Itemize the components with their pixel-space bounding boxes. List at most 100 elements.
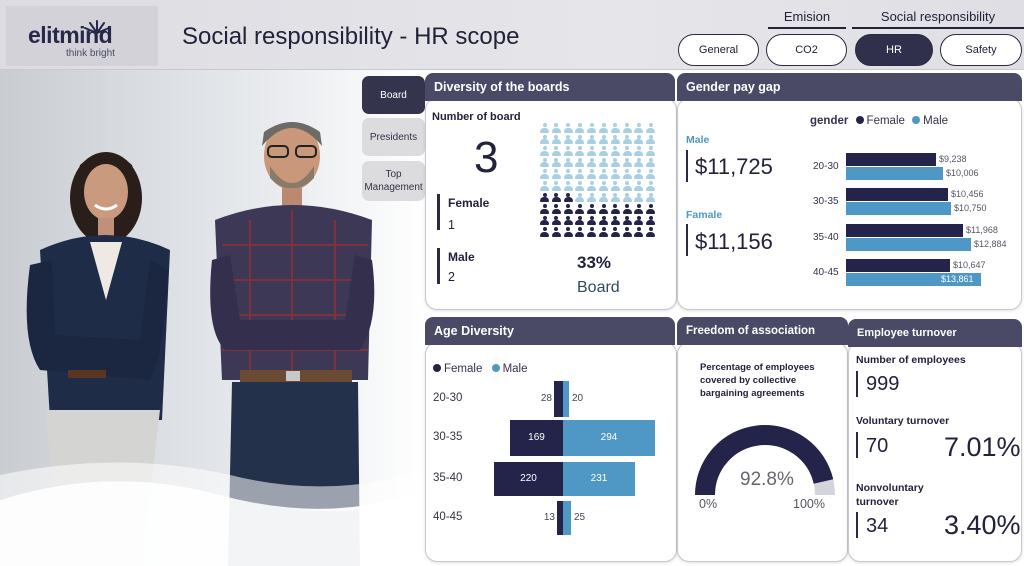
person-icon <box>599 215 608 226</box>
person-icon <box>587 204 597 214</box>
freedom-gauge <box>695 425 835 496</box>
person-icon <box>563 169 573 179</box>
group-divider-emision <box>768 27 846 29</box>
person-icon <box>634 204 644 214</box>
person-icon <box>563 192 573 203</box>
person-icon <box>610 123 620 133</box>
person-icon <box>599 134 608 145</box>
nav-button-hr[interactable]: HR <box>855 34 933 66</box>
nonvoluntary-value: 34 <box>866 515 889 537</box>
person-icon <box>610 157 620 168</box>
pay-male-label: Male <box>686 134 710 146</box>
person-icon <box>610 204 620 214</box>
person-icon <box>646 169 656 179</box>
side-tab-presidents[interactable]: Presidents <box>362 118 425 156</box>
header-bar: elitmind think bright Social responsibil… <box>0 0 1024 70</box>
age-male-value: 231 <box>590 473 608 484</box>
nav-button-safety[interactable]: Safety <box>940 34 1022 66</box>
nav-button-co2[interactable]: CO2 <box>766 34 847 66</box>
person-icon <box>587 227 597 237</box>
female-accent-bar <box>437 194 440 230</box>
nav-button-general[interactable]: General <box>678 34 759 66</box>
pay-bar-male <box>846 238 971 251</box>
side-tab-top-management[interactable]: Top Management <box>362 161 425 201</box>
pay-legend-title: gender <box>810 115 849 127</box>
person-icon <box>540 215 549 226</box>
person-icon <box>587 169 597 179</box>
person-icon <box>563 227 573 237</box>
logo-tagline: think bright <box>66 48 115 59</box>
person-icon <box>551 227 561 237</box>
pay-bar-female <box>846 259 950 272</box>
person-icon <box>599 157 608 168</box>
person-icon <box>599 123 608 133</box>
pay-female-accent <box>686 224 688 256</box>
pay-bar-label: $10,647 <box>953 260 986 270</box>
age-male-value: 20 <box>572 393 584 404</box>
age-legend: Female Male <box>433 363 528 375</box>
age-category-label: 30-35 <box>433 431 463 443</box>
pay-female-label: Famale <box>686 209 723 221</box>
person-icon <box>634 146 644 156</box>
person-icon <box>551 215 561 226</box>
person-icon <box>646 157 656 168</box>
card-title-diversity: Diversity of the boards <box>425 73 675 101</box>
person-icon <box>610 181 620 191</box>
male-label: Male <box>448 250 475 264</box>
person-icon <box>634 181 644 191</box>
person-icon <box>563 123 573 133</box>
person-icon <box>622 204 632 214</box>
person-icon <box>575 134 585 145</box>
person-icon <box>563 134 573 145</box>
board-people-grid <box>540 123 658 241</box>
employees-label: Number of employees <box>856 354 966 366</box>
female-label: Female <box>448 196 490 210</box>
side-tab-board[interactable]: Board <box>362 76 425 114</box>
person-icon <box>599 192 608 203</box>
pay-category-label: 35-40 <box>813 232 839 243</box>
pay-bar-female <box>846 224 963 237</box>
pay-male-accent <box>686 150 688 182</box>
person-icon <box>610 192 620 203</box>
person-icon <box>622 169 632 179</box>
pay-female-value: $11,156 <box>695 229 773 254</box>
pay-legend: gender Female Male <box>810 115 948 127</box>
pay-bar-female <box>846 153 936 166</box>
pay-bar-label: $13,861 <box>941 274 974 284</box>
pay-category-label: 40-45 <box>813 267 839 278</box>
logo-text: elitmind <box>28 22 113 48</box>
person-icon <box>599 169 608 179</box>
age-female-value: 13 <box>543 512 555 523</box>
card-body <box>425 98 677 310</box>
person-icon <box>551 123 561 133</box>
age-bar-male <box>563 501 571 535</box>
age-bar-male <box>563 420 655 456</box>
person-icon <box>634 123 644 133</box>
pay-category-label: 30-35 <box>813 196 839 207</box>
person-icon <box>610 215 620 226</box>
person-icon <box>646 204 656 214</box>
board-count-label: Number of board <box>432 111 521 123</box>
person-icon <box>587 192 597 203</box>
voluntary-percent: 7.01% <box>944 432 1021 462</box>
person-icon <box>563 181 573 191</box>
person-icon <box>599 204 608 214</box>
person-icon <box>634 157 644 168</box>
age-category-label: 20-30 <box>433 392 463 404</box>
person-icon <box>610 227 620 237</box>
person-icon <box>551 192 561 203</box>
person-icon <box>587 123 597 133</box>
person-icon <box>575 192 585 203</box>
person-icon <box>551 169 561 179</box>
person-icon <box>575 169 585 179</box>
freedom-min-label: 0% <box>699 497 718 511</box>
age-male-value: 25 <box>574 512 586 523</box>
age-bar-female <box>554 381 563 417</box>
card-title-turnover: Employee turnover <box>848 319 1022 347</box>
age-female-value: 28 <box>540 393 552 404</box>
female-dot-icon <box>855 116 864 124</box>
pay-bar-label: $10,750 <box>954 203 987 213</box>
person-icon <box>563 204 573 214</box>
person-icon <box>575 146 585 156</box>
person-icon <box>646 192 656 203</box>
